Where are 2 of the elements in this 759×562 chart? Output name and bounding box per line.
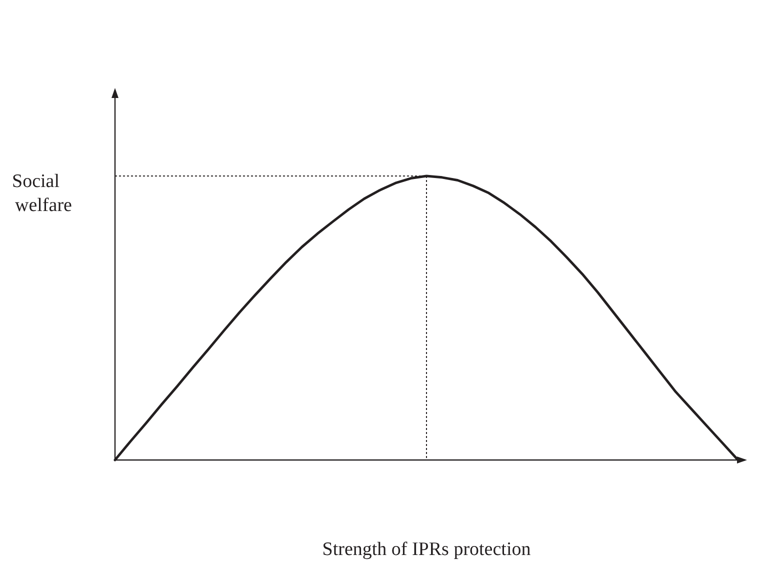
y-axis-title: Social welfare (12, 171, 72, 216)
x-axis-title: Strength of IPRs protection (322, 539, 532, 560)
